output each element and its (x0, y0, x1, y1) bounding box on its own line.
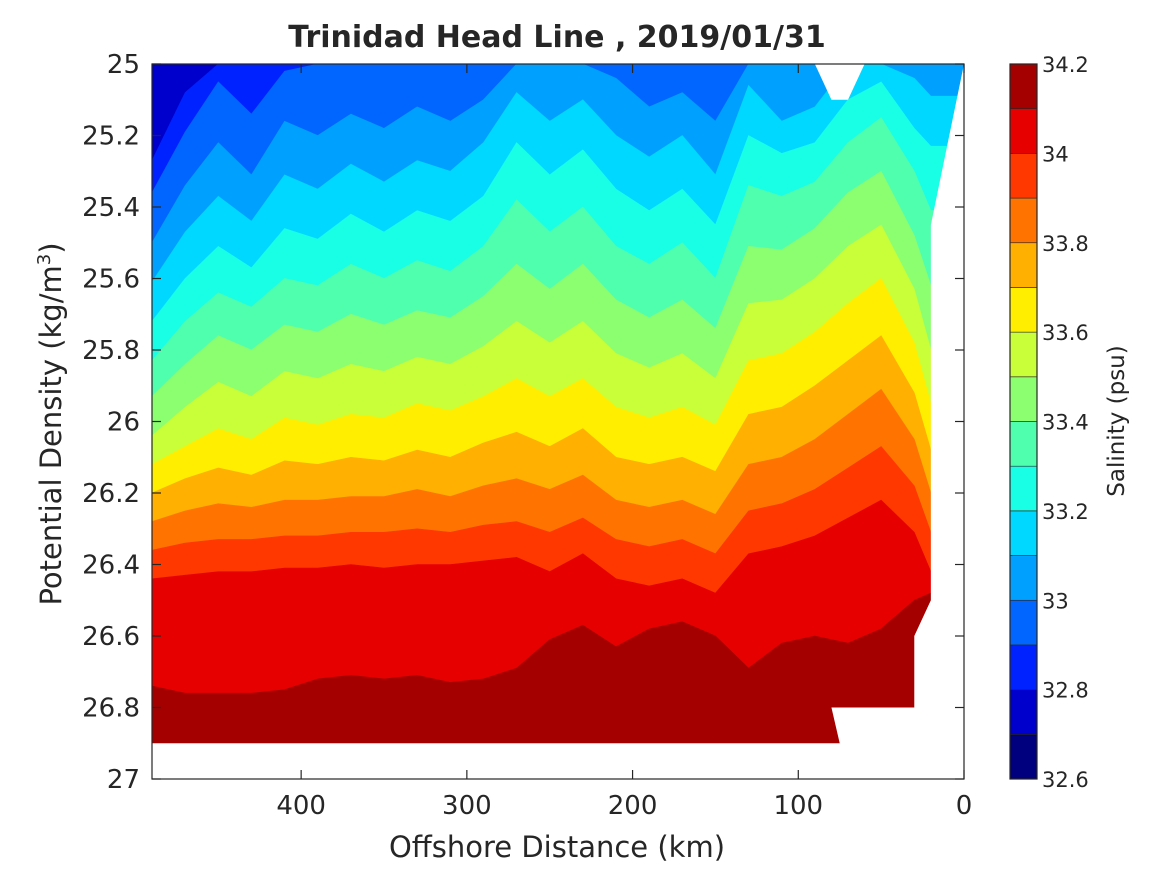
y-tick-label: 25.8 (82, 336, 140, 366)
y-tick-label: 26.6 (82, 622, 140, 652)
y-tick-label: 25 (107, 50, 140, 80)
missing-data-region (152, 743, 848, 779)
colorbar-segment (1009, 108, 1038, 154)
colorbar-segment (1009, 153, 1038, 199)
contour-bands (152, 64, 964, 779)
y-tick-label: 26.8 (82, 694, 140, 724)
colorbar-tick-label: 33 (1042, 589, 1069, 613)
x-tick-label: 400 (276, 791, 326, 821)
colorbar-segment (1009, 734, 1038, 780)
colorbar-segment (1009, 644, 1038, 690)
colorbar-tick-label: 32.6 (1042, 768, 1089, 792)
y-tick-label: 25.2 (82, 122, 140, 152)
y-tick-label: 26 (107, 408, 140, 438)
missing-data-region (831, 64, 964, 779)
y-axis-label-close: ) (34, 242, 68, 253)
colorbar-tick-label: 33.2 (1042, 500, 1089, 524)
colorbar-segment (1009, 465, 1038, 512)
colorbar-tick-label: 34 (1042, 142, 1069, 166)
x-tick-label: 100 (773, 791, 823, 821)
y-tick-label: 27 (107, 765, 140, 795)
y-tick-label: 26.2 (82, 479, 140, 509)
colorbar-ticks: 34.2 34 33.8 33.6 33.4 33.2 33 32.8 32.6 (1042, 53, 1089, 792)
colorbar-segment (1009, 599, 1038, 646)
colorbar-tick-label: 32.8 (1042, 679, 1089, 703)
colorbar-segment (1009, 287, 1038, 333)
x-axis: 400 300 200 100 0 (276, 64, 972, 821)
missing-data-region (814, 64, 865, 100)
colorbar-segment (1009, 421, 1038, 467)
y-axis: 25 25.2 25.4 25.6 25.8 26 26.2 26.4 26.6 26.8 27 (82, 50, 964, 795)
colorbar-segment (1009, 331, 1038, 378)
contour-band (152, 64, 964, 193)
colorbar-frame (1009, 63, 1038, 780)
y-tick-label: 25.6 (82, 265, 140, 295)
x-tick-label: 0 (956, 791, 973, 821)
x-tick-label: 200 (608, 791, 658, 821)
colorbar-segment (1009, 242, 1038, 288)
colorbar-segment (1009, 63, 1038, 109)
y-tick-label: 25.4 (82, 193, 140, 223)
colorbar-tick-label: 34.2 (1042, 53, 1089, 77)
plot-area (152, 64, 964, 779)
missing-data-mask (152, 64, 964, 779)
colorbar (1009, 63, 1038, 780)
y-axis-label-main: Potential Density (kg/m (34, 265, 68, 605)
colorbar-segment (1009, 197, 1038, 244)
colorbar-segment (1009, 510, 1038, 556)
colorbar-tick-label: 33.4 (1042, 411, 1089, 435)
x-tick-label: 300 (442, 791, 492, 821)
x-axis-label: Offshore Distance (km) (389, 830, 725, 864)
colorbar-segment (1009, 555, 1038, 601)
colorbar-segment (1009, 689, 1038, 735)
y-axis-label: Potential Density (kg/m3) (34, 242, 68, 605)
colorbar-segment (1009, 376, 1038, 422)
colorbar-tick-label: 33.6 (1042, 321, 1089, 345)
y-axis-label-superscript: 3 (34, 254, 55, 265)
y-tick-label: 26.4 (82, 551, 140, 581)
chart-title: Trinidad Head Line , 2019/01/31 (288, 20, 825, 55)
colorbar-label: Salinity (psu) (1104, 345, 1130, 497)
contour-band (152, 592, 964, 779)
colorbar-tick-label: 33.8 (1042, 232, 1089, 256)
